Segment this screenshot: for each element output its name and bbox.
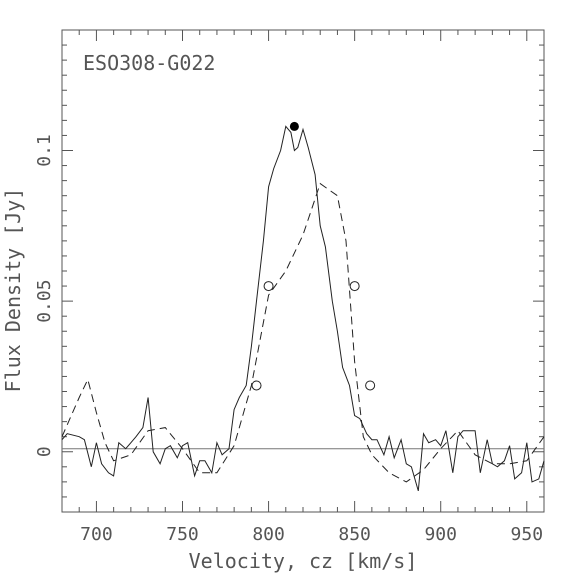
x-tick-label: 900 [424,524,457,545]
width-open-marker [349,281,360,292]
x-tick-label: 700 [80,524,113,545]
solid-spectrum-line [61,125,545,492]
x-tick-label: 950 [511,524,544,545]
series-layer [61,125,545,492]
x-tick-label: 850 [338,524,371,545]
width-open-marker [263,281,274,292]
x-axis-label: Velocity, cz [km/s] [189,549,418,573]
plot-frame [61,29,545,513]
peak-filled-marker [289,121,299,131]
x-tick-label: 750 [166,524,199,545]
y-tick-label: 0 [34,446,55,457]
dashed-spectrum-line [61,182,545,483]
y-tick-label: 0.1 [34,134,55,167]
y-tick-label: 0.05 [34,279,55,322]
width-open-marker [365,380,376,391]
axes: 700 750 800 850 900 950 0 0.05 0.1 [34,29,545,545]
y-axis-label: Flux Density [Jy] [1,188,25,393]
width-open-marker [251,380,262,391]
marker-layer [251,121,376,391]
galaxy-label: ESO308-G022 [83,51,215,75]
x-tick-label: 800 [252,524,285,545]
